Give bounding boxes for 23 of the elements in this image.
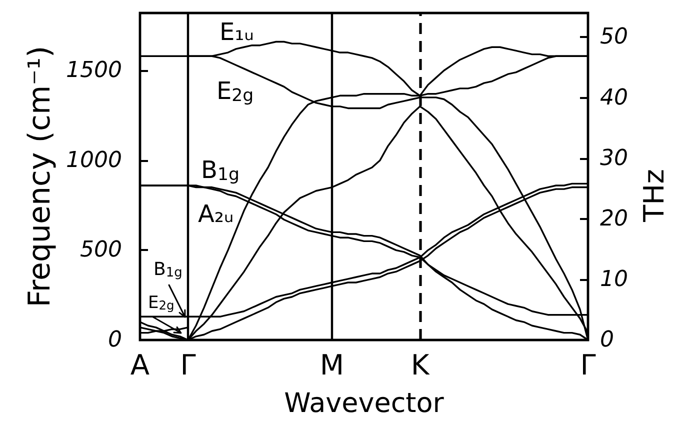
x-tick-label: A [130,348,150,382]
annotation: B$_{1g}$ [201,156,240,186]
y-tick-label: 0 [108,328,122,352]
annotation: B$_{1g}$ [154,259,182,281]
y-tick-label: 1500 [66,58,122,83]
x-tick-label: K [410,348,430,382]
y2-axis-title: THz [638,169,670,223]
annotation: A₂ᵤ [198,200,234,228]
y2-tick-label: 10 [600,266,628,292]
y2-tick-label: 50 [600,24,628,50]
y2-tick-label: 30 [600,146,628,171]
annotation: E₁ᵤ [220,18,254,46]
y-axis-title: Frequency (cm⁻¹) [22,46,58,308]
x-tick-label: M [320,348,344,382]
y2-tick-label: 0 [600,328,614,352]
y-tick-label: 500 [80,238,122,263]
y2-tick-label: 40 [600,85,628,110]
x-tick-label: Γ [180,348,196,382]
y-tick-label: 1000 [66,148,122,173]
x-tick-label: Γ [580,348,596,382]
x-axis-title: Wavevector [284,388,445,419]
y2-tick-label: 20 [600,206,628,232]
annotation: E$_{2g}$ [216,77,254,106]
